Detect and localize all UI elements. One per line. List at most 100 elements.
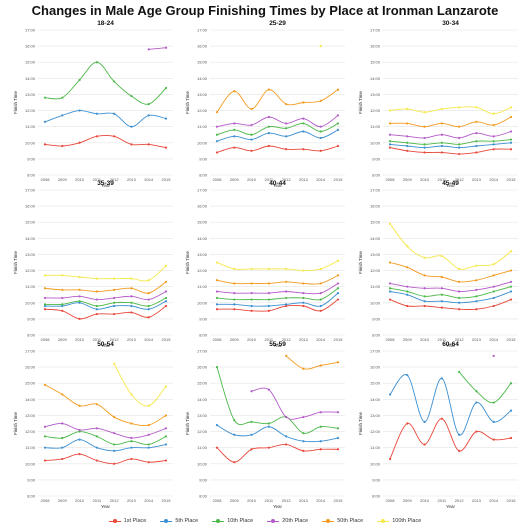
chart-title: 55-59 — [269, 341, 286, 348]
data-point-100th-place — [130, 393, 133, 396]
legend-label-1st: 1st Place — [123, 518, 147, 524]
data-point-5th-place — [113, 304, 116, 308]
data-point-1st-place — [492, 438, 495, 441]
data-point-10th-place — [215, 366, 219, 369]
data-point-10th-place — [319, 130, 322, 133]
data-point-1st-place — [475, 430, 478, 433]
series-line-10th-place — [44, 297, 167, 307]
data-point-1st-place — [440, 151, 443, 154]
data-point-100th-place — [388, 222, 392, 225]
data-point-50th-place — [130, 422, 133, 425]
chart-18-24: 18-24 8:00 9:00 10:00 11:00 12:00 13:00 14:00 15… — [13, 20, 173, 188]
data-point-10th-place — [78, 300, 81, 303]
x-axis-label: Year — [101, 504, 111, 509]
data-point-10th-place — [302, 122, 305, 125]
data-point-100th-place — [147, 404, 150, 407]
data-point-5th-place — [458, 146, 461, 149]
series-line-1st-place — [389, 147, 512, 155]
data-point-5th-place — [43, 304, 47, 308]
data-point-1st-place — [61, 144, 64, 148]
y-tick-label: 14:00 — [197, 397, 208, 402]
y-tick-label: 10:00 — [197, 300, 208, 305]
data-point-1st-place — [233, 146, 236, 149]
series-line-10th-place — [216, 122, 339, 136]
data-point-50th-place — [113, 415, 116, 419]
series-line-20th-place — [44, 291, 167, 301]
data-point-5th-place — [147, 446, 150, 449]
data-point-5th-place — [336, 128, 340, 131]
data-point-20th-place — [336, 411, 340, 414]
data-point-1st-place — [78, 141, 81, 144]
legend-swatch-100th — [377, 518, 390, 524]
y-tick-label: 14:00 — [25, 236, 36, 241]
data-point-20th-place — [285, 122, 288, 125]
x-tick-label: 2010 — [247, 177, 257, 182]
data-point-5th-place — [130, 304, 133, 308]
data-point-20th-place — [113, 432, 116, 435]
x-tick-label: 2013 — [127, 498, 137, 503]
x-tick-label: 2014 — [316, 337, 326, 342]
data-point-10th-place — [285, 296, 288, 300]
data-point-100th-place — [475, 264, 478, 267]
data-point-1st-place — [233, 308, 236, 311]
data-point-20th-place — [78, 295, 81, 298]
legend-swatch-5th — [160, 518, 173, 524]
data-point-20th-place — [492, 354, 495, 357]
data-point-50th-place — [492, 123, 495, 127]
data-point-20th-place — [406, 285, 409, 288]
x-tick-label: 2013 — [127, 337, 137, 342]
data-point-1st-place — [113, 462, 116, 465]
data-point-20th-place — [423, 136, 426, 140]
y-tick-label: 11:00 — [370, 284, 380, 289]
data-point-50th-place — [336, 361, 340, 364]
data-point-5th-place — [302, 440, 305, 443]
data-point-50th-place — [475, 279, 478, 282]
data-point-10th-place — [43, 435, 47, 438]
y-tick-label: 16:00 — [25, 204, 36, 209]
data-point-100th-place — [423, 111, 426, 114]
data-point-10th-place — [215, 296, 219, 300]
data-point-20th-place — [233, 292, 236, 295]
x-axis-label: Year — [273, 504, 283, 509]
chart-grid: 18-24 8:00 9:00 10:00 11:00 12:00 13:00 14:00 15… — [13, 20, 518, 509]
data-point-1st-place — [440, 306, 443, 309]
data-point-20th-place — [267, 388, 270, 391]
data-point-100th-place — [130, 277, 133, 280]
data-point-10th-place — [113, 443, 116, 446]
series-line-100th-place — [44, 265, 167, 282]
x-tick-label: 2012 — [110, 498, 120, 503]
data-point-100th-place — [492, 263, 495, 266]
y-tick-label: 11:00 — [197, 284, 207, 289]
y-tick-label: 17:00 — [370, 28, 381, 33]
chart-30-34: 30-34 8:00 9:00 10:00 11:00 12:00 13:00 14:00 15… — [358, 20, 518, 188]
data-point-5th-place — [475, 401, 478, 404]
chart-title: 35-39 — [97, 180, 114, 187]
x-tick-label: 2015 — [334, 498, 344, 503]
data-point-100th-place — [492, 112, 495, 115]
data-point-10th-place — [406, 290, 409, 293]
y-tick-label: 14:00 — [197, 236, 208, 241]
data-point-10th-place — [113, 80, 116, 83]
data-point-1st-place — [388, 298, 392, 301]
data-point-5th-place — [285, 135, 288, 138]
y-tick-label: 12:00 — [370, 429, 381, 434]
data-point-10th-place — [78, 430, 81, 433]
data-point-5th-place — [319, 136, 322, 140]
data-point-20th-place — [319, 411, 322, 414]
data-point-20th-place — [440, 287, 443, 290]
y-tick-label: 17:00 — [25, 188, 36, 193]
x-tick-label: 2008 — [213, 498, 223, 503]
series-line-5th-place — [389, 291, 512, 304]
x-tick-label: 2008 — [41, 177, 51, 182]
data-point-10th-place — [61, 303, 64, 306]
legend-swatch-20th — [267, 518, 280, 524]
data-point-100th-place — [61, 274, 64, 277]
data-point-50th-place — [61, 393, 64, 396]
data-point-50th-place — [233, 282, 236, 285]
data-point-20th-place — [147, 48, 150, 51]
data-point-20th-place — [336, 114, 340, 117]
data-point-10th-place — [406, 141, 409, 144]
data-point-50th-place — [130, 287, 133, 290]
x-tick-label: 2010 — [75, 337, 85, 342]
data-point-1st-place — [43, 308, 47, 311]
